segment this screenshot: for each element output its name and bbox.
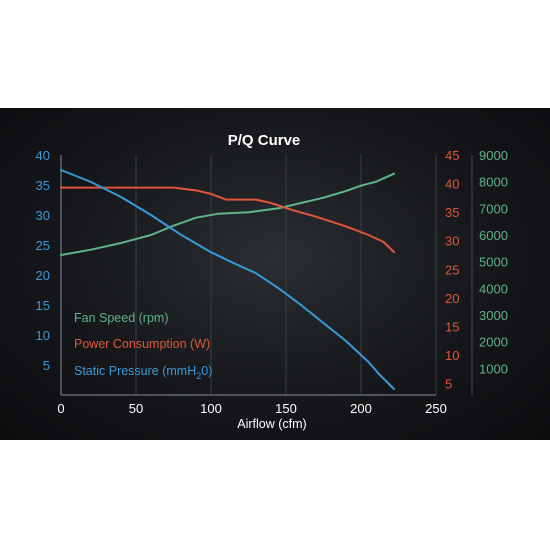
- y-left-tick-25: 25: [36, 238, 50, 253]
- y-left-tick-40: 40: [36, 148, 50, 163]
- y-left-tick-15: 15: [36, 298, 50, 313]
- x-tick-150: 150: [275, 401, 297, 416]
- y-left-tick-35: 35: [36, 178, 50, 193]
- y-power-tick-45: 45: [445, 148, 459, 163]
- series-lines: [60, 169, 395, 390]
- legend-fan-speed: Fan Speed (rpm): [74, 311, 168, 325]
- legend-static-pressure-main: Static Pressure (mmH: [74, 364, 196, 378]
- axes: [60, 155, 473, 396]
- x-tick-100: 100: [200, 401, 222, 416]
- x-tick-200: 200: [350, 401, 372, 416]
- y-fan-tick-2000: 2000: [479, 335, 508, 350]
- y-fan-tick-3000: 3000: [479, 308, 508, 323]
- y-fan-tick-9000: 9000: [479, 148, 508, 163]
- legend-static-pressure-subscript: 2: [196, 371, 201, 381]
- y-fan-tick-5000: 5000: [479, 255, 508, 270]
- y-left-tick-20: 20: [36, 268, 50, 283]
- y-left-tick-10: 10: [36, 328, 50, 343]
- y-power-tick-15: 15: [445, 319, 459, 334]
- y-power-tick-5: 5: [445, 377, 452, 392]
- y-fan-tick-1000: 1000: [479, 361, 508, 376]
- y-power-tick-25: 25: [445, 262, 459, 277]
- y-power-tick-40: 40: [445, 177, 459, 192]
- x-tick-0: 0: [57, 401, 64, 416]
- legend-static-pressure-end: 0): [201, 364, 212, 378]
- y-power-tick-35: 35: [445, 205, 459, 220]
- legend-power-consumption: Power Consumption (W): [74, 337, 210, 351]
- y-power-tick-10: 10: [445, 348, 459, 363]
- y-power-tick-30: 30: [445, 234, 459, 249]
- legend-static-pressure: Static Pressure (mmH20): [74, 364, 212, 381]
- series-line-static_pressure: [60, 169, 395, 390]
- grid: [135, 155, 437, 395]
- series-line-fan_speed: [60, 172, 395, 256]
- chart-panel: P/Q Curve 0 50 100 150 200 250 5 10 15 20 25 30 35 40…: [0, 108, 550, 440]
- y-fan-tick-8000: 8000: [479, 175, 508, 190]
- y-fan-tick-4000: 4000: [479, 281, 508, 296]
- y-left-tick-30: 30: [36, 208, 50, 223]
- y-left-tick-5: 5: [43, 358, 50, 373]
- series-line-power: [60, 186, 395, 254]
- x-tick-250: 250: [425, 401, 447, 416]
- tick-labels: 0 50 100 150 200 250 5 10 15 20 25 30 35 40 5 10 15 20 25 3…: [36, 148, 508, 416]
- pq-curve-chart: P/Q Curve 0 50 100 150 200 250510152025303540…: [36, 132, 508, 431]
- x-axis-label: Airflow (cfm): [237, 417, 306, 431]
- chart-title: P/Q Curve: [228, 132, 301, 149]
- y-fan-tick-6000: 6000: [479, 228, 508, 243]
- y-power-tick-20: 20: [445, 291, 459, 306]
- legend: Fan Speed (rpm) Power Consumption (W) St…: [74, 311, 212, 381]
- x-tick-50: 50: [129, 401, 143, 416]
- y-fan-tick-7000: 7000: [479, 201, 508, 216]
